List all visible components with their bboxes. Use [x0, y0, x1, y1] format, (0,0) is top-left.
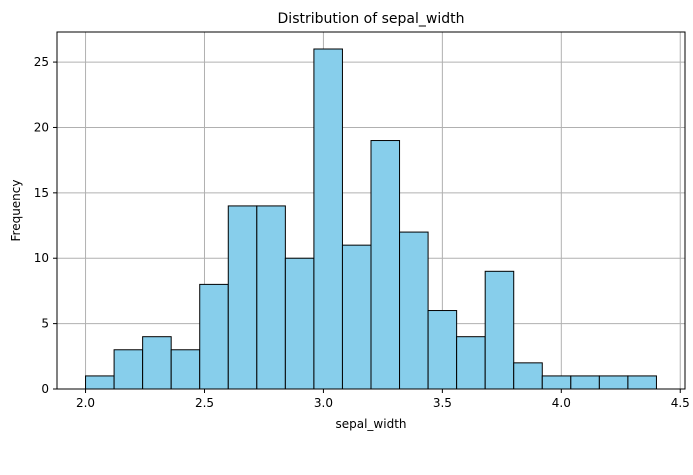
histogram-bar — [313, 48, 343, 390]
histogram-bar — [456, 336, 486, 390]
x-tick-label: 4.0 — [552, 396, 571, 410]
x-axis-label: sepal_width — [335, 417, 406, 431]
x-tick-label: 3.5 — [433, 396, 452, 410]
histogram-bar — [484, 270, 515, 390]
histogram-bar — [199, 283, 229, 390]
histogram-bar — [142, 336, 172, 390]
ticks-layer: 2.0 2.5 3.0 3.5 4.0 4.5 0 5 10 15 20 25 — [34, 55, 690, 410]
histogram-bar — [598, 375, 629, 390]
histogram-bar — [170, 349, 201, 390]
histogram-bar — [341, 244, 372, 390]
histogram-bar — [113, 349, 144, 390]
y-axis-label: Frequency — [9, 180, 23, 242]
histogram-bar — [284, 257, 315, 390]
x-tick-label: 2.5 — [195, 396, 214, 410]
histogram-bar — [85, 375, 115, 390]
y-tick-label: 15 — [34, 186, 49, 200]
histogram-bar — [256, 205, 286, 390]
histogram-bar — [570, 375, 600, 390]
y-tick-label: 10 — [34, 251, 49, 265]
histogram-bar — [541, 375, 572, 390]
y-tick-label: 0 — [41, 382, 49, 396]
x-tick-label: 4.5 — [671, 396, 690, 410]
y-tick-label: 25 — [34, 55, 49, 69]
histogram-bar — [227, 205, 258, 390]
plot-frame — [56, 31, 686, 390]
chart-title: Distribution of sepal_width — [278, 11, 465, 27]
histogram-bar — [370, 140, 401, 390]
histogram-bar — [399, 231, 429, 390]
y-tick-label: 5 — [41, 317, 49, 331]
x-tick-label: 3.0 — [314, 396, 333, 410]
y-tick-label: 20 — [34, 120, 49, 134]
histogram-bar — [627, 375, 657, 390]
bars-layer — [85, 48, 657, 390]
x-tick-label: 2.0 — [76, 396, 95, 410]
histogram-bar — [427, 310, 458, 390]
histogram-bar — [513, 362, 543, 390]
